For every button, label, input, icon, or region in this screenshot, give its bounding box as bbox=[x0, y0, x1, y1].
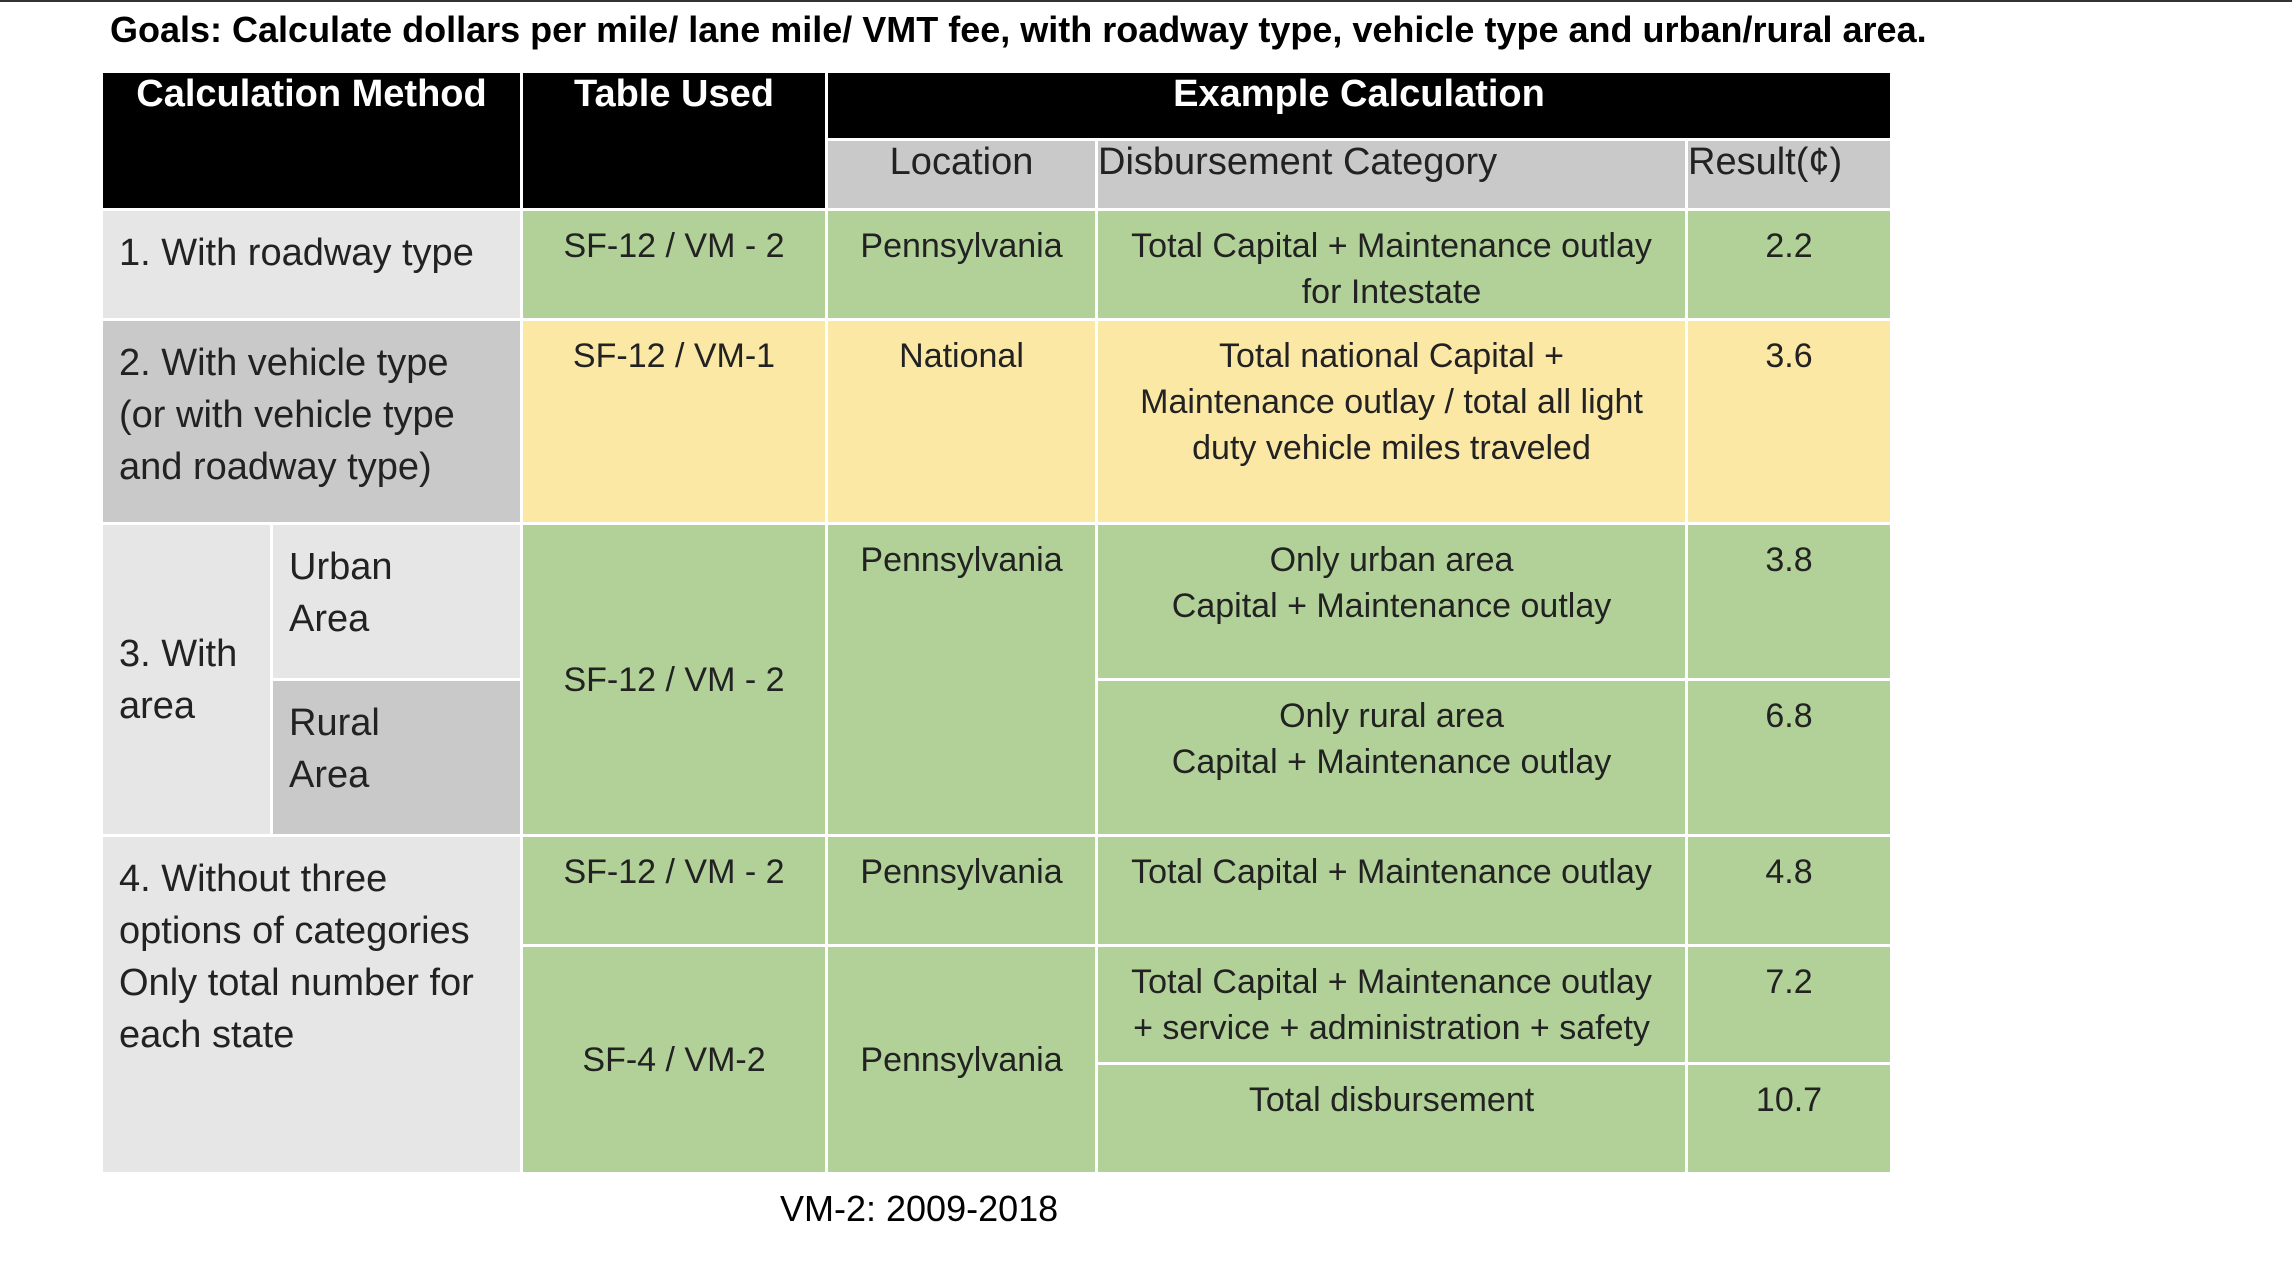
category-cell: Total national Capital + Maintenance out… bbox=[1095, 318, 1689, 525]
category-line: for Intestate bbox=[1301, 273, 1482, 311]
category-cell: Only rural area Capital + Maintenance ou… bbox=[1095, 678, 1689, 837]
table-row: 2. With vehicle type (or with vehicle ty… bbox=[99, 318, 1894, 525]
category-line: duty vehicle miles traveled bbox=[1192, 429, 1591, 467]
header-result: Result(¢) bbox=[1685, 138, 1894, 211]
category-line: Maintenance outlay / total all light bbox=[1140, 383, 1643, 421]
category-line: Only urban area bbox=[1269, 541, 1514, 579]
category-line: + service + administration + safety bbox=[1133, 1009, 1650, 1047]
method-text: each state bbox=[119, 1014, 295, 1056]
method-text: Only total number for bbox=[119, 962, 474, 1004]
table-row: 1. With roadway type SF-12 / VM - 2 Penn… bbox=[99, 208, 1894, 321]
method-text: and roadway type) bbox=[119, 446, 432, 488]
category-cell: Total disbursement bbox=[1095, 1062, 1689, 1175]
header-disbursement-category: Disbursement Category bbox=[1095, 138, 1689, 211]
table-row: 4. Without three options of categories O… bbox=[99, 834, 1894, 1175]
table-used-cell: SF-12 / VM - 2 bbox=[520, 834, 829, 947]
result-cell: 7.2 bbox=[1685, 944, 1894, 1065]
table-used-cell: SF-4 / VM-2 bbox=[520, 944, 829, 1175]
method-text: Urban bbox=[289, 546, 393, 588]
method-text: 3. With bbox=[119, 632, 238, 675]
top-border-line bbox=[0, 0, 2292, 2]
calculation-table: Calculation Method Table Used Example Ca… bbox=[99, 70, 1894, 1175]
result-cell: 10.7 bbox=[1685, 1062, 1894, 1175]
category-cell: Only urban area Capital + Maintenance ou… bbox=[1095, 522, 1689, 681]
method-vehicle-type: 2. With vehicle type (or with vehicle ty… bbox=[99, 318, 524, 525]
method-text: options of categories bbox=[119, 910, 470, 952]
category-line: Total national Capital + bbox=[1219, 337, 1564, 375]
header-location: Location bbox=[825, 138, 1099, 211]
table-used-cell: SF-12 / VM - 2 bbox=[520, 522, 829, 837]
category-cell: Total Capital + Maintenance outlay bbox=[1095, 834, 1689, 947]
category-cell: Total Capital + Maintenance outlay for I… bbox=[1095, 208, 1689, 321]
category-line: Capital + Maintenance outlay bbox=[1171, 743, 1612, 781]
table-row: 3. With area Urban Area SF-12 / VM - 2 P… bbox=[100, 522, 1894, 837]
method-text: 2. With vehicle type bbox=[119, 342, 449, 384]
header-calculation-method: Calculation Method bbox=[99, 70, 524, 211]
method-text: Area bbox=[289, 754, 370, 796]
result-cell: 4.8 bbox=[1685, 834, 1894, 947]
method-text: Rural bbox=[289, 702, 380, 744]
table-used-cell: SF-12 / VM-1 bbox=[520, 318, 829, 525]
method-text: 1. With roadway type bbox=[119, 232, 474, 274]
header-table-used: Table Used bbox=[520, 70, 829, 211]
table-row: Rural Area Only rural area Capital + Mai… bbox=[102, 678, 1894, 837]
table-row: SF-4 / VM-2 Pennsylvania Total Capital +… bbox=[102, 944, 1894, 1175]
header-example-calculation: Example Calculation bbox=[825, 70, 1894, 141]
location-cell: Pennsylvania bbox=[825, 834, 1099, 947]
category-line: Only rural area bbox=[1279, 697, 1504, 735]
urban-area-label: Urban Area bbox=[269, 522, 524, 681]
method-text: Area bbox=[289, 598, 370, 640]
category-line: Total Capital + Maintenance outlay bbox=[1131, 227, 1652, 265]
table-row: Total disbursement 10.7 bbox=[102, 1062, 1894, 1175]
method-text: (or with vehicle type bbox=[119, 394, 455, 436]
category-cell: Total Capital + Maintenance outlay + ser… bbox=[1095, 944, 1689, 1065]
table-used-cell: SF-12 / VM - 2 bbox=[520, 208, 829, 321]
location-cell: Pennsylvania bbox=[825, 944, 1099, 1175]
method-text: 4. Without three bbox=[119, 858, 388, 900]
method-without-categories: 4. Without three options of categories O… bbox=[99, 834, 524, 1175]
result-cell: 2.2 bbox=[1685, 208, 1894, 321]
location-cell: National bbox=[825, 318, 1099, 525]
result-cell: 3.8 bbox=[1685, 522, 1894, 681]
location-cell: Pennsylvania bbox=[825, 522, 1099, 837]
goals-heading: Goals: Calculate dollars per mile/ lane … bbox=[110, 9, 1927, 50]
method-with-area: 3. With area bbox=[100, 522, 273, 837]
result-cell: 6.8 bbox=[1685, 678, 1894, 837]
result-cell: 3.6 bbox=[1685, 318, 1894, 525]
rural-area-label: Rural Area bbox=[269, 678, 524, 837]
location-cell: Pennsylvania bbox=[825, 208, 1099, 321]
footnote: VM-2: 2009-2018 bbox=[780, 1188, 1059, 1229]
category-line: Capital + Maintenance outlay bbox=[1171, 587, 1612, 625]
method-text: area bbox=[119, 684, 196, 727]
category-line: Total Capital + Maintenance outlay bbox=[1131, 963, 1652, 1001]
method-roadway-type: 1. With roadway type bbox=[99, 208, 524, 321]
